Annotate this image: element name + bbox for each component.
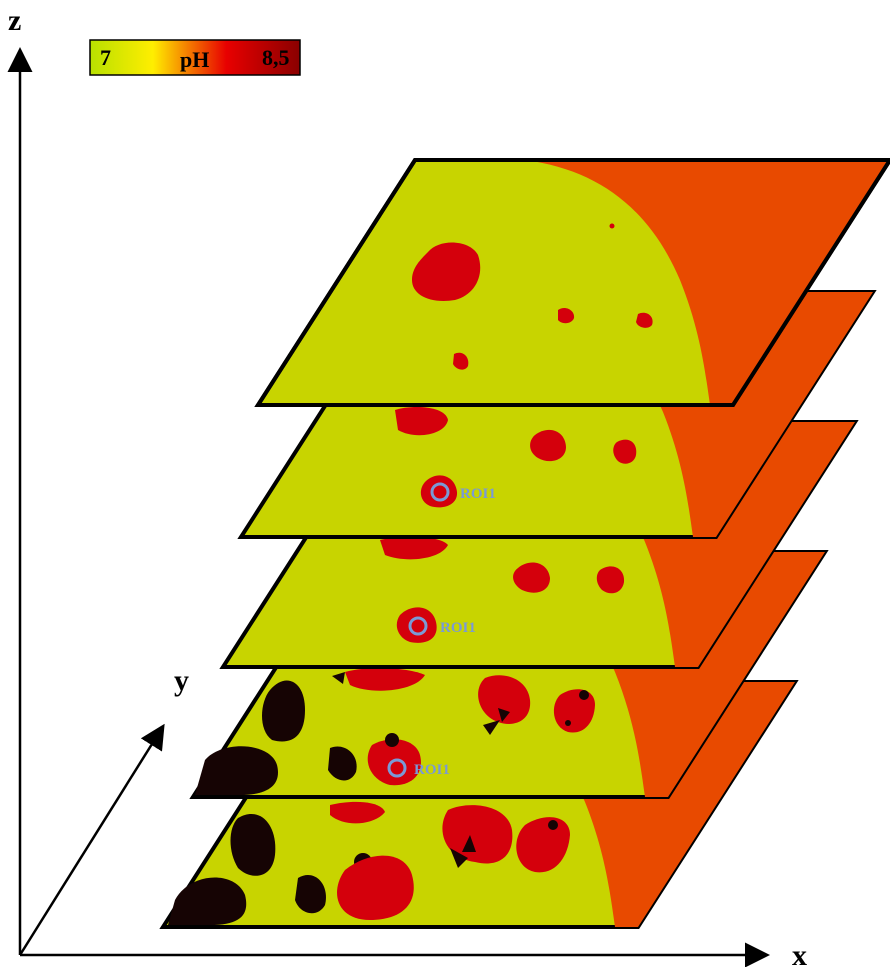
- slice-features: [395, 407, 637, 508]
- roi-label: ROI1: [414, 762, 450, 778]
- colorbar-max: 8,5: [262, 45, 290, 70]
- x-label: x: [792, 939, 807, 967]
- colorbar-min: 7: [100, 45, 111, 70]
- roi-marker: [408, 616, 428, 636]
- roi-label: ROI1: [460, 486, 496, 502]
- colorbar-title: pH: [180, 47, 209, 72]
- slice-features: [168, 801, 570, 925]
- roi-label: ROI1: [440, 620, 476, 636]
- y-label: y: [174, 664, 189, 697]
- colorbar: [89, 39, 301, 76]
- roi-marker: [387, 758, 407, 778]
- z-label: z: [8, 4, 21, 37]
- slice-features: [195, 668, 595, 795]
- slice: [254, 158, 890, 407]
- slice-features: [380, 536, 625, 643]
- roi-marker: [430, 482, 450, 502]
- y-axis: [18, 723, 165, 956]
